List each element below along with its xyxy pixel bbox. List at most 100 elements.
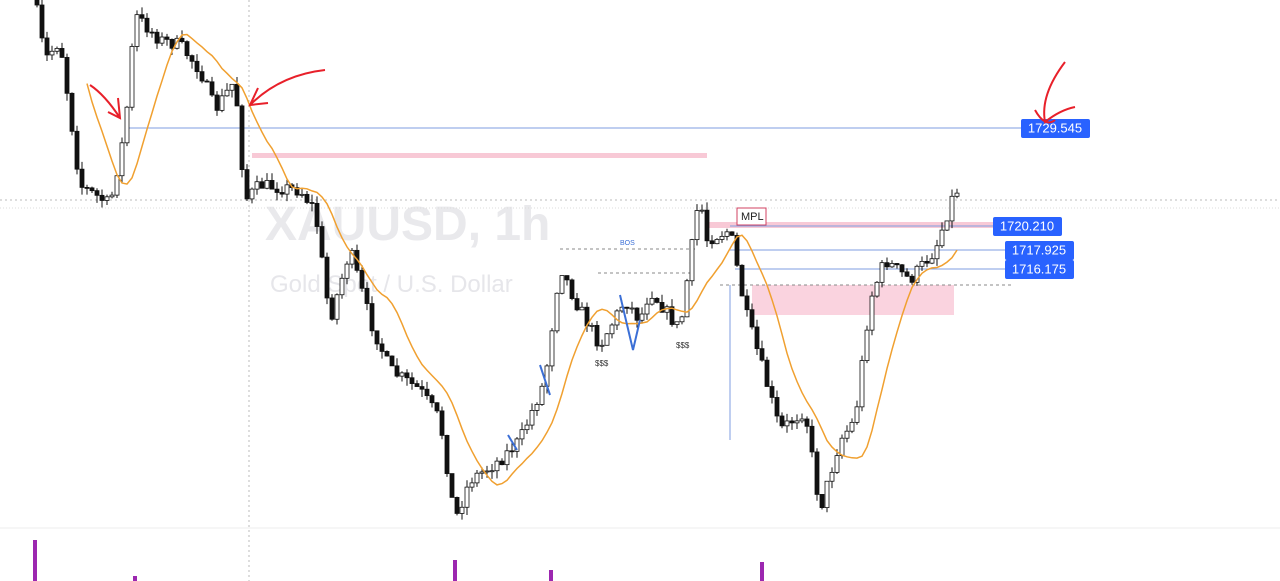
price-label-bg xyxy=(1005,260,1074,279)
candle-body xyxy=(694,210,700,241)
candle-body xyxy=(89,187,95,192)
candle-body xyxy=(349,249,355,265)
candle-body xyxy=(609,324,615,335)
candle-body xyxy=(604,333,610,346)
candle-body xyxy=(139,14,145,19)
candle-body xyxy=(679,316,685,323)
candle-body xyxy=(939,229,945,247)
candle-body xyxy=(779,415,785,427)
candle-body xyxy=(299,193,305,196)
watermark-symbol: XAUUSD, 1h xyxy=(265,198,550,251)
candle-body xyxy=(59,48,65,58)
candle-body xyxy=(904,271,910,277)
candle-body xyxy=(849,421,855,432)
candle-body xyxy=(499,460,505,466)
candle-body xyxy=(159,36,165,44)
candle-body xyxy=(934,245,940,260)
candle-body xyxy=(819,494,825,509)
liquidity-label: $$$ xyxy=(676,341,690,350)
candle-body xyxy=(869,295,875,331)
candle-body xyxy=(199,71,205,82)
candle-body xyxy=(629,307,635,310)
candle-body xyxy=(129,46,135,108)
candle-body xyxy=(774,397,780,417)
candle-body xyxy=(554,292,560,332)
candle-body xyxy=(79,168,85,188)
candle-body xyxy=(254,181,260,190)
candle-body xyxy=(859,360,865,408)
candle-body xyxy=(519,429,525,440)
price-label-bg xyxy=(1021,119,1090,138)
candle-body xyxy=(549,330,555,367)
candle-body xyxy=(724,231,730,237)
candle-body xyxy=(394,365,400,377)
hand-drawn-arrows xyxy=(89,61,1076,124)
candle-body xyxy=(464,486,470,508)
candle-body xyxy=(944,220,950,231)
candle-body xyxy=(324,256,330,299)
candle-body xyxy=(574,298,580,311)
candle-body xyxy=(39,4,45,39)
candle-body xyxy=(559,275,565,294)
candle-body xyxy=(389,355,395,367)
price-label: 1720.210 xyxy=(1000,218,1054,233)
candle-body xyxy=(569,279,575,299)
price-label-bg xyxy=(1005,241,1074,260)
candle-body xyxy=(594,324,600,347)
candle-body xyxy=(259,181,265,189)
candle-body xyxy=(84,187,90,189)
candle-body xyxy=(109,194,115,198)
candle-body xyxy=(209,81,215,96)
candle-body xyxy=(854,406,860,423)
candle-body xyxy=(229,83,235,91)
candle-body xyxy=(454,497,460,514)
candle-body xyxy=(564,275,570,281)
candle-body xyxy=(624,306,630,309)
candle-body xyxy=(639,313,645,321)
candle-body xyxy=(44,37,50,56)
price-label: 1729.545 xyxy=(1028,120,1082,135)
candle-body xyxy=(809,425,815,453)
candle-body xyxy=(649,297,655,305)
candle-body xyxy=(784,420,790,427)
candle-body xyxy=(704,209,710,242)
price-label-bg xyxy=(993,217,1062,236)
candle-body xyxy=(264,180,270,189)
drawing xyxy=(539,364,551,396)
candle-body xyxy=(379,343,385,352)
candle-body xyxy=(729,231,735,236)
candle-body xyxy=(304,193,310,203)
candle-body xyxy=(494,460,500,472)
candle-body xyxy=(719,235,725,240)
candle-body xyxy=(909,275,915,283)
candle-body xyxy=(239,105,245,171)
candle-body xyxy=(874,281,880,297)
candle-body xyxy=(449,473,455,498)
candle-body xyxy=(329,297,335,320)
candle-body xyxy=(674,321,680,325)
candle-body xyxy=(279,192,285,195)
candle-body xyxy=(839,437,845,457)
candle-body xyxy=(949,195,955,222)
mpl-box xyxy=(736,207,767,226)
candle-body xyxy=(409,377,415,384)
candle-body xyxy=(744,295,750,311)
candle-body xyxy=(864,329,870,361)
candle-body xyxy=(504,450,510,466)
candle-body xyxy=(189,55,195,62)
candle-body xyxy=(524,424,530,431)
candle-body xyxy=(654,297,660,303)
candle-body xyxy=(689,239,695,282)
candle-body xyxy=(799,418,805,422)
candle-body xyxy=(659,302,665,313)
candle-body xyxy=(739,264,745,297)
demand-zone xyxy=(752,285,954,315)
candle-body xyxy=(294,187,300,196)
watermark-description: Gold Spot / U.S. Dollar xyxy=(270,271,513,298)
candle-body xyxy=(224,89,230,97)
candle-body xyxy=(484,470,490,473)
candle-body xyxy=(49,50,55,56)
mpl-label: MPL xyxy=(741,211,764,223)
candle-body xyxy=(444,434,450,474)
